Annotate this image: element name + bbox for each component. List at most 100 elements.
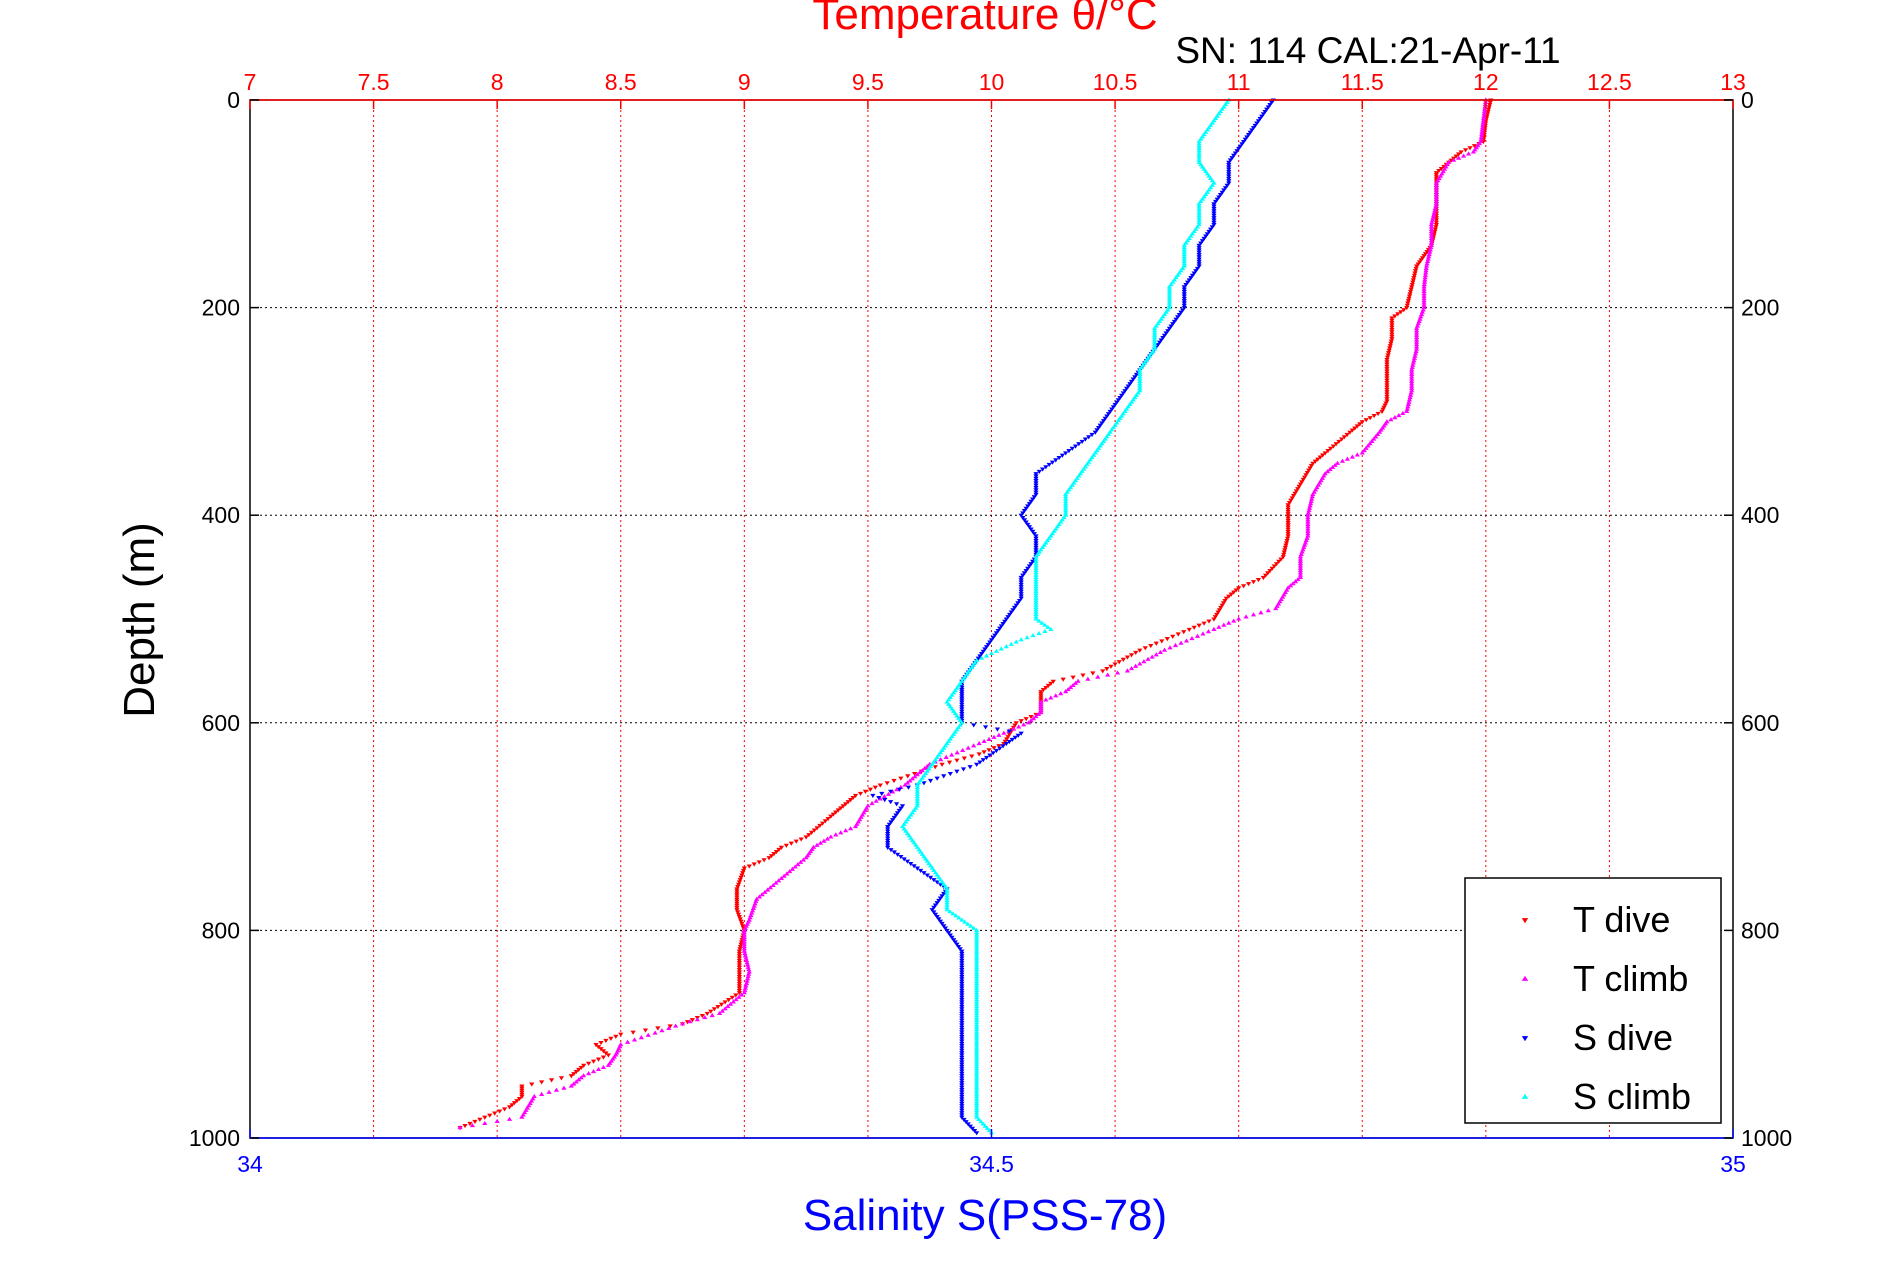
data-point (761, 858, 767, 863)
data-point (1307, 503, 1313, 508)
data-point (1460, 153, 1467, 158)
data-point (959, 958, 965, 963)
data-point (1479, 125, 1486, 130)
data-point (1133, 372, 1140, 378)
data-point (939, 921, 945, 927)
data-point (824, 836, 830, 841)
data-point (1409, 285, 1415, 290)
data-point (1108, 664, 1114, 669)
data-point (959, 1053, 965, 1058)
data-point (1428, 242, 1435, 247)
data-point (1086, 435, 1092, 440)
data-point (1429, 217, 1436, 222)
data-point (927, 778, 934, 784)
data-point (974, 937, 980, 942)
data-point (1479, 129, 1485, 134)
data-point (965, 745, 971, 750)
data-point (1344, 432, 1350, 438)
data-point (1063, 496, 1069, 501)
data-point (1424, 261, 1430, 266)
data-point (1260, 575, 1266, 581)
data-point (1285, 529, 1291, 535)
data-point (934, 901, 940, 906)
data-point (974, 985, 980, 990)
data-point (944, 928, 950, 933)
data-point (998, 646, 1004, 651)
data-point (974, 1029, 980, 1034)
data-point (885, 843, 891, 848)
data-point (960, 747, 966, 753)
data-point (1405, 401, 1411, 407)
data-point (1428, 238, 1435, 243)
data-point (888, 789, 894, 794)
data-point (1181, 294, 1187, 299)
data-point (630, 1030, 636, 1035)
data-point (1214, 197, 1220, 202)
data-point (876, 795, 882, 801)
data-point (793, 839, 799, 844)
data-point (927, 875, 934, 880)
data-point (800, 857, 806, 862)
data-point (1075, 678, 1081, 683)
data-point (1262, 573, 1269, 578)
data-point (1411, 358, 1417, 363)
data-point (939, 894, 945, 899)
data-point (885, 827, 891, 832)
data-point (1388, 341, 1394, 346)
data-point (1035, 711, 1042, 717)
data-point (1211, 218, 1217, 223)
data-point (978, 1119, 984, 1124)
data-point (1432, 205, 1438, 210)
data-point (974, 1110, 980, 1115)
data-point (1375, 411, 1381, 417)
data-point (1307, 466, 1313, 471)
data-point (959, 1081, 965, 1086)
data-point (974, 1059, 980, 1064)
data-point (959, 1048, 965, 1053)
data-point (1330, 444, 1337, 449)
data-point (975, 656, 981, 661)
data-point (1013, 721, 1019, 726)
data-point (1211, 211, 1217, 216)
data-point (1226, 179, 1232, 184)
data-point (1166, 302, 1173, 307)
data-point (1410, 362, 1416, 367)
data-point (959, 1085, 965, 1090)
data-point (652, 1030, 658, 1035)
data-point (1020, 511, 1026, 516)
data-point (974, 1096, 980, 1101)
data-point (600, 1055, 607, 1060)
data-point (501, 1107, 508, 1112)
data-point (869, 800, 875, 806)
data-point (736, 954, 742, 959)
data-point (901, 857, 907, 862)
data-point (1297, 558, 1304, 563)
data-point (959, 956, 965, 961)
data-point (1033, 556, 1039, 561)
data-point (1347, 430, 1353, 435)
data-point (914, 782, 920, 787)
data-point (944, 886, 950, 891)
data-point (974, 1008, 980, 1013)
data-point (726, 998, 732, 1003)
data-point (974, 1107, 980, 1112)
data-point (1431, 232, 1437, 237)
data-point (1481, 108, 1488, 114)
data-point (965, 921, 971, 926)
data-point (1384, 355, 1391, 360)
data-point (1048, 626, 1054, 631)
data-point (1257, 116, 1263, 122)
data-point (1389, 321, 1395, 326)
data-point (974, 960, 980, 965)
data-point (941, 891, 947, 897)
data-point (736, 984, 742, 989)
data-point (737, 944, 744, 950)
data-point (781, 873, 787, 878)
data-point (741, 941, 747, 946)
data-point (882, 798, 888, 803)
data-point (1015, 733, 1021, 738)
data-point (1375, 431, 1381, 437)
data-point (751, 862, 757, 867)
data-point (971, 1129, 978, 1134)
top-tick-label: 10 (979, 69, 1005, 95)
